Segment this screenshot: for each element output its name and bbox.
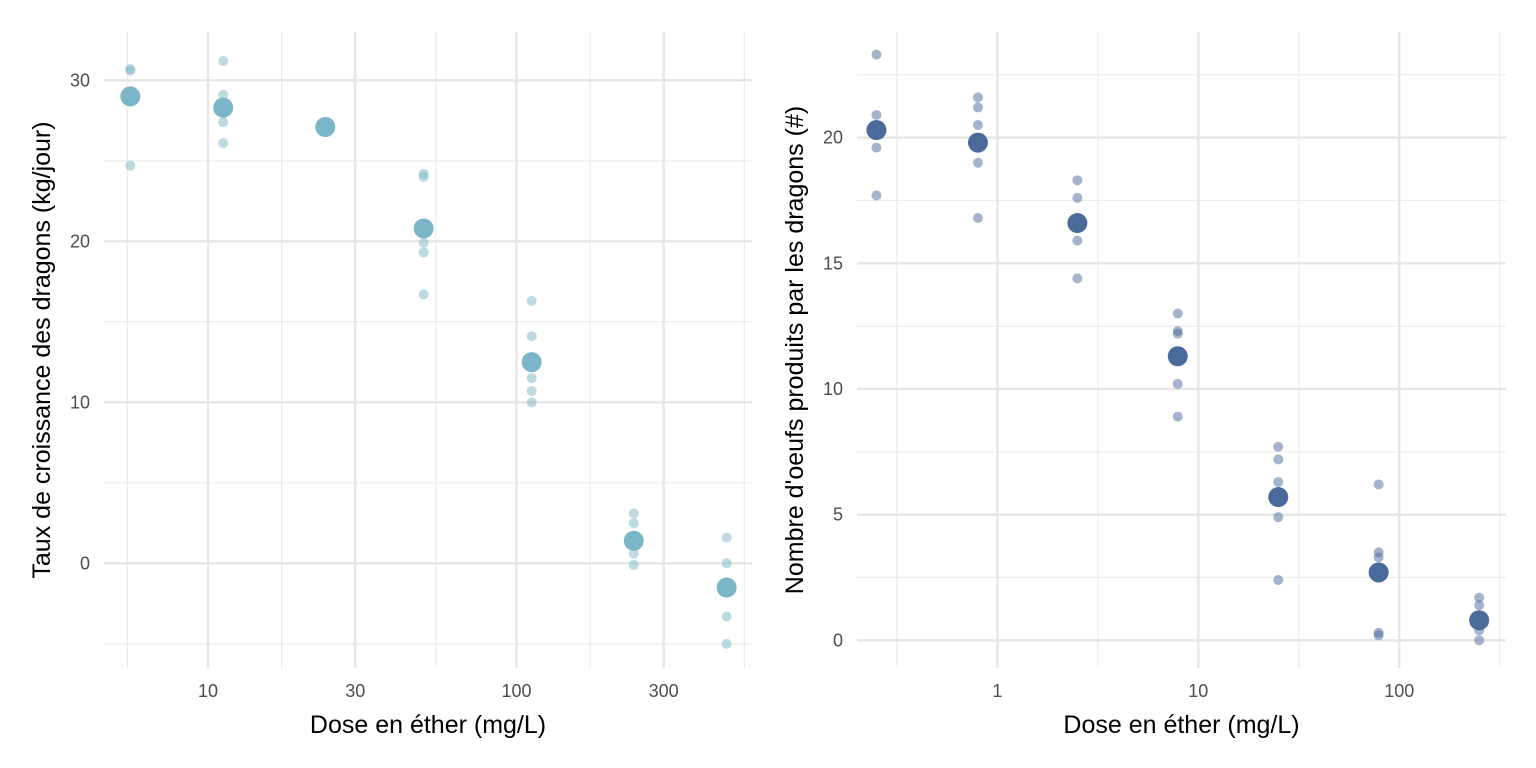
observation-point — [526, 295, 537, 306]
observation-point — [1172, 308, 1183, 319]
mean-point — [213, 97, 234, 118]
mean-point — [1268, 487, 1289, 508]
observation-point — [1474, 600, 1485, 611]
observation-point — [1172, 378, 1183, 389]
y-axis-title: Nombre d'oeufs produits par les dragons … — [781, 106, 809, 594]
observation-point — [1072, 235, 1083, 246]
observation-point — [721, 638, 732, 649]
y-tick-label: 0 — [833, 630, 843, 650]
observation-point — [218, 55, 229, 66]
y-tick-label: 30 — [70, 70, 90, 90]
gridlines — [857, 32, 1506, 668]
observation-point — [972, 120, 983, 131]
observation-point — [526, 397, 537, 408]
y-tick-label: 15 — [823, 253, 843, 273]
observation-point — [1273, 441, 1284, 452]
observation-point — [418, 289, 429, 300]
observation-point — [972, 213, 983, 224]
observation-point — [218, 89, 229, 100]
observation-point — [871, 142, 882, 153]
observation-point — [972, 92, 983, 103]
observation-point — [418, 171, 429, 182]
mean-point — [315, 116, 336, 137]
y-tick-label: 10 — [823, 379, 843, 399]
observation-point — [1273, 454, 1284, 465]
x-tick-label: 100 — [1384, 681, 1414, 701]
observation-point — [1373, 630, 1384, 641]
mean-point — [716, 577, 737, 598]
x-tick-label: 10 — [1188, 681, 1208, 701]
observation-point — [721, 532, 732, 543]
data-points — [866, 49, 1490, 646]
observation-point — [1373, 479, 1384, 490]
data-points — [120, 55, 737, 649]
x-tick-label: 10 — [198, 681, 218, 701]
tick-labels: 1 10 100 0 5 10 15 20 — [823, 128, 1414, 701]
y-tick-label: 0 — [80, 553, 90, 573]
mean-point — [120, 86, 141, 107]
observation-point — [628, 548, 639, 559]
y-tick-label: 20 — [70, 231, 90, 251]
tick-labels: 10 30 100 300 0 10 20 30 — [70, 70, 679, 701]
x-tick-label: 30 — [345, 681, 365, 701]
mean-point — [1469, 610, 1490, 631]
mean-point — [1067, 213, 1088, 234]
y-tick-label: 10 — [70, 392, 90, 412]
observation-point — [871, 49, 882, 60]
x-tick-label: 1 — [992, 681, 1002, 701]
observation-point — [125, 160, 136, 171]
observation-point — [1273, 512, 1284, 523]
x-tick-label: 300 — [649, 681, 679, 701]
observation-point — [721, 611, 732, 622]
mean-point — [521, 352, 542, 373]
observation-point — [628, 518, 639, 529]
observation-point — [871, 190, 882, 201]
y-tick-label: 5 — [833, 505, 843, 525]
observation-point — [1373, 552, 1384, 563]
observation-point — [1474, 635, 1485, 646]
observation-point — [1474, 592, 1485, 603]
mean-point — [1167, 346, 1188, 367]
mean-point — [866, 120, 887, 141]
observation-point — [218, 138, 229, 149]
observation-point — [418, 237, 429, 248]
gridlines — [104, 32, 752, 668]
observation-point — [1072, 192, 1083, 203]
observation-point — [526, 373, 537, 384]
observation-point — [1072, 175, 1083, 186]
observation-point — [628, 559, 639, 570]
observation-point — [218, 117, 229, 128]
x-axis-title: Dose en éther (mg/L) — [310, 711, 546, 739]
mean-point — [1368, 562, 1389, 583]
y-axis-title: Taux de croissance des dragons (kg/jour) — [28, 121, 56, 578]
observation-point — [418, 247, 429, 258]
observation-point — [721, 558, 732, 569]
mean-point — [413, 218, 434, 239]
observation-point — [1172, 328, 1183, 339]
y-tick-label: 20 — [823, 128, 843, 148]
observation-point — [1273, 476, 1284, 487]
observation-point — [1072, 273, 1083, 284]
x-axis-title: Dose en éther (mg/L) — [1063, 711, 1299, 739]
observation-point — [1172, 411, 1183, 422]
observation-point — [972, 102, 983, 113]
observation-point — [1273, 575, 1284, 586]
mean-point — [623, 530, 644, 551]
observation-point — [972, 157, 983, 168]
observation-point — [871, 109, 882, 120]
observation-point — [125, 65, 136, 76]
observation-point — [526, 331, 537, 342]
observation-point — [628, 508, 639, 519]
mean-point — [967, 132, 988, 153]
observation-point — [526, 386, 537, 397]
x-tick-label: 100 — [501, 681, 531, 701]
